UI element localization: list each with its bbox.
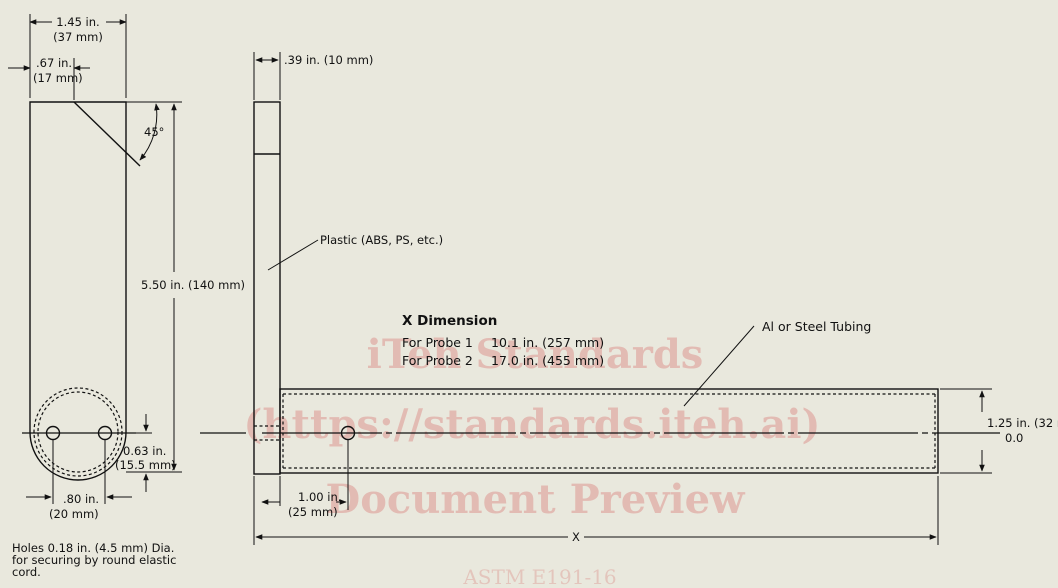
x-dim-row2-probe: For Probe 2 xyxy=(402,353,473,368)
hole-circle-inner xyxy=(37,391,119,473)
plastic-width-label: .39 in. (10 mm) xyxy=(284,53,373,67)
watermark-line1: iTeh Standards xyxy=(367,331,704,378)
watermark-line3: Document Preview xyxy=(326,476,747,523)
right-view: .39 in. (10 mm) Plastic (ABS, PS, etc.) … xyxy=(200,52,1058,545)
offset-label: .67 in. xyxy=(36,56,72,70)
holes-note-line1: Holes 0.18 in. (4.5 mm) Dia. xyxy=(12,541,174,555)
bevel-line xyxy=(73,101,141,167)
plastic-label: Plastic (ABS, PS, etc.) xyxy=(320,233,443,247)
x-dim-row1-probe: For Probe 1 xyxy=(402,335,473,350)
left-body-outline xyxy=(29,101,127,481)
height-label: 5.50 in. (140 mm) xyxy=(141,278,245,292)
holes-note-line3: cord. xyxy=(12,565,41,579)
tube-hole-offset-label: 1.00 in. xyxy=(298,490,341,504)
offset-mm-label: (17 mm) xyxy=(33,71,83,85)
tube-hole xyxy=(340,425,356,441)
hole-spacing-label: .80 in. xyxy=(63,492,99,506)
x-dimension-title: X Dimension xyxy=(402,313,497,329)
watermark-line4: ASTM E191-16 xyxy=(462,565,616,588)
plastic-upright xyxy=(253,101,281,475)
x-dim-row2-value: 17.0 in. (455 mm) xyxy=(491,353,604,368)
watermark: iTeh Standards (https://standards.iteh.a… xyxy=(244,331,821,588)
hole-circle-outer xyxy=(33,387,123,477)
x-length-label: X xyxy=(572,530,580,544)
holes-note-line2: for securing by round elastic xyxy=(12,553,176,567)
tube-center-label: 0.0 xyxy=(1005,431,1023,445)
hole-offset-mm-label: (15.5 mm) xyxy=(115,458,176,472)
angle-label: 45° xyxy=(144,125,164,139)
tube-hole-offset-mm-label: (25 mm) xyxy=(288,505,338,519)
x-dim-row1-value: 10.1 in. (257 mm) xyxy=(491,335,604,350)
tubing-label: Al or Steel Tubing xyxy=(762,319,871,334)
hole-offset-label: 0.63 in. xyxy=(123,444,166,458)
overall-width-label: 1.45 in. xyxy=(56,15,99,29)
tube-height-label: 1.25 in. (32 mm) xyxy=(987,416,1058,430)
overall-width-mm-label: (37 mm) xyxy=(53,30,103,44)
watermark-line2: (https://standards.iteh.ai) xyxy=(244,401,821,448)
hole-spacing-mm-label: (20 mm) xyxy=(49,507,99,521)
tube-body xyxy=(279,388,939,474)
left-view: 1.45 in. (37 mm) .67 in. (17 mm) 45° 5.5… xyxy=(8,14,245,579)
